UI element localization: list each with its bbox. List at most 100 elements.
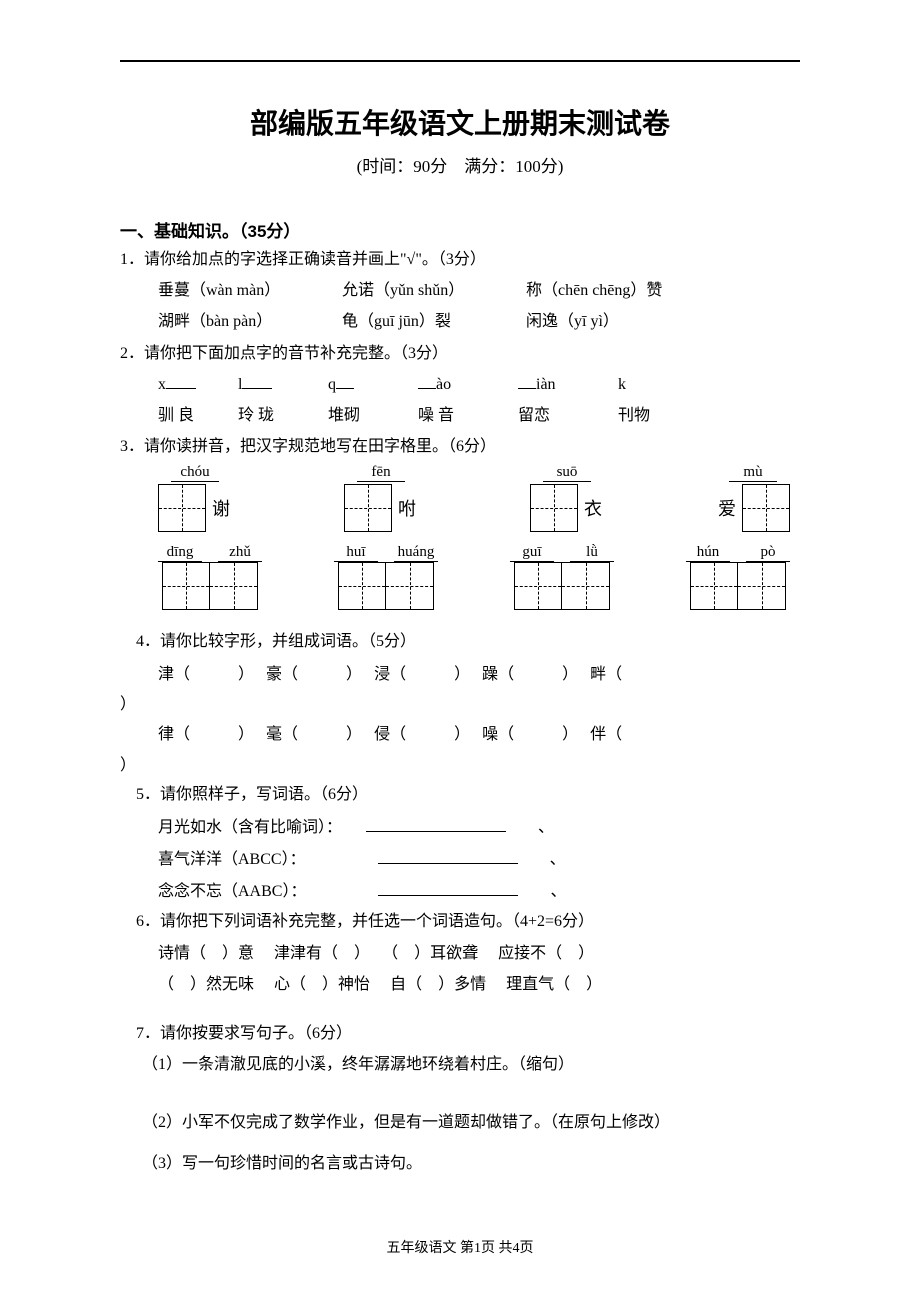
- q1-prompt: 1．请你给加点的字选择正确读音并画上"√"。（3分）: [120, 246, 800, 273]
- q3-r2-g1: dīng zhǔ: [158, 544, 262, 610]
- q4-prompt: 4．请你比较字形，并组成词语。（5分）: [120, 628, 800, 655]
- q2-pinyin-row: x l q ào iàn k: [120, 371, 800, 398]
- q1-l1c: 称（chēn chēng）赞: [526, 282, 662, 299]
- tianzi-box: [338, 562, 386, 610]
- section-1-header: 一、基础知识。（35分）: [120, 217, 800, 242]
- tianzi-box: [210, 562, 258, 610]
- q6-l1: 诗情（ ）意 津津有（ ） （ ）耳欲聋 应接不（ ）: [120, 939, 800, 969]
- q2-p1: x: [158, 376, 166, 393]
- page-footer: 五年级语文 第1页 共4页: [120, 1237, 800, 1257]
- q3-r2-g2: huī huáng: [334, 544, 438, 610]
- q2-p5: iàn: [536, 376, 556, 393]
- tianzi-box: [158, 484, 206, 532]
- exam-subtitle: (时间：90分 满分：100分): [120, 152, 800, 177]
- q1-l2c: 闲逸（yī yì）: [526, 313, 619, 330]
- q3-r1-a2: 咐: [398, 495, 416, 521]
- q6-l2: （ ）然无味 心（ ）神怡 自（ ）多情 理直气（ ）: [120, 970, 800, 1000]
- exam-page: 部编版五年级语文上册期末测试卷 (时间：90分 满分：100分) 一、基础知识。…: [0, 0, 920, 1297]
- tianzi-box: [562, 562, 610, 610]
- q4-c4a: 躁: [482, 666, 498, 683]
- q3-r2-p2a: huī: [334, 544, 378, 562]
- q2-c5: 留恋: [518, 402, 618, 429]
- q5-l3-label: 念念不忘（AABC）：: [158, 883, 298, 900]
- header-rule: [120, 60, 800, 62]
- q3-row1: chóu 谢 fēn 咐 suō 衣 mù 爱: [120, 464, 800, 532]
- q7-s2: （2）小军不仅完成了数学作业，但是有一道题却做错了。（在原句上修改）: [120, 1109, 800, 1136]
- q2-char-row: 驯 良 玲 珑 堆砌 噪 音 留恋 刊物: [120, 402, 800, 429]
- tianzi-box: [530, 484, 578, 532]
- q6-l1d: 应接不（ ）: [498, 945, 594, 962]
- q6-l2b: 心（ ）神怡: [274, 976, 370, 993]
- tianzi-box: [162, 562, 210, 610]
- q5-l2-label: 喜气洋洋（ABCC）：: [158, 851, 298, 868]
- q5-l2: 喜气洋洋（ABCC）： 、: [120, 844, 800, 876]
- q3-r1-b4: 爱: [718, 495, 736, 521]
- q6-prompt: 6．请你把下列词语补充完整，并任选一个词语造句。（4+2=6分）: [120, 908, 800, 935]
- q2-c2: 玲 珑: [238, 402, 328, 429]
- q2-c3: 堆砌: [328, 402, 418, 429]
- tianzi-box: [386, 562, 434, 610]
- tianzi-box: [514, 562, 562, 610]
- q3-r2-g3: guī lǜ: [510, 544, 614, 610]
- q3-r1-g4: mù 爱: [716, 464, 790, 532]
- q7-prompt: 7．请你按要求写句子。（6分）: [120, 1020, 800, 1047]
- q4-c3a: 浸: [374, 666, 390, 683]
- q3-r2-p4b: pò: [746, 544, 790, 562]
- q3-prompt: 3．请你读拼音，把汉字规范地写在田字格里。（6分）: [120, 433, 800, 460]
- q3-r1-p4: mù: [729, 464, 777, 482]
- q4-c4b: 噪: [482, 726, 498, 743]
- q7-s1: （1）一条清澈见底的小溪，终年潺潺地环绕着村庄。（缩句）: [120, 1051, 800, 1078]
- q6-l2a: （ ）然无味: [158, 976, 254, 993]
- q6-l1a: 诗情（ ）意: [158, 945, 254, 962]
- tianzi-box: [742, 484, 790, 532]
- q1-l2b: 龟（guī jūn）裂: [342, 308, 522, 335]
- q2-p4: ào: [436, 376, 451, 393]
- q3-r2-p4a: hún: [686, 544, 730, 562]
- q2-c4: 噪 音: [418, 402, 518, 429]
- q1-l2a: 湖畔（bàn pàn）: [158, 308, 338, 335]
- q4-c2b: 毫: [266, 726, 282, 743]
- q3-r1-a3: 衣: [584, 495, 602, 521]
- q2-prompt: 2．请你把下面加点字的音节补充完整。（3分）: [120, 340, 800, 367]
- q3-r2-p3a: guī: [510, 544, 554, 562]
- exam-title: 部编版五年级语文上册期末测试卷: [120, 102, 800, 142]
- q4-c5b: 伴: [590, 726, 606, 743]
- q3-r1-p1: chóu: [171, 464, 219, 482]
- q1-l1b: 允诺（yǔn shǔn）: [342, 277, 522, 304]
- q3-r1-g1: chóu 谢: [158, 464, 232, 532]
- q4-c1b: 律: [158, 726, 174, 743]
- q3-r1-p2: fēn: [357, 464, 405, 482]
- q1-line1: 垂蔓（wàn màn） 允诺（yǔn shǔn） 称（chēn chēng）赞: [120, 277, 800, 304]
- q3-r2-g4: hún pò: [686, 544, 790, 610]
- q4-c5a: 畔: [590, 666, 606, 683]
- tianzi-box: [344, 484, 392, 532]
- q2-p6: k: [618, 376, 626, 393]
- q5-prompt: 5．请你照样子，写词语。（6分）: [120, 781, 800, 808]
- q6-l1c: （ ）耳欲聋: [382, 945, 478, 962]
- q3-r2-p2b: huáng: [394, 544, 438, 562]
- q3-row2: dīng zhǔ huī huáng guī lǜ: [120, 544, 800, 610]
- q2-c6: 刊物: [618, 402, 678, 429]
- q4-rows: 津（ ） 豪（ ） 浸（ ） 躁（ ） 畔（ ） 律（ ） 毫（ ） 侵（ ） …: [120, 660, 800, 782]
- q3-r1-p3: suō: [543, 464, 591, 482]
- q3-r2-p1b: zhǔ: [218, 544, 262, 562]
- q5-l1-label: 月光如水（含有比喻词）：: [158, 819, 334, 836]
- q3-r2-p1a: dīng: [158, 544, 202, 562]
- q3-r1-g2: fēn 咐: [344, 464, 418, 532]
- tianzi-box: [738, 562, 786, 610]
- q1-line2: 湖畔（bàn pàn） 龟（guī jūn）裂 闲逸（yī yì）: [120, 308, 800, 335]
- q6-l2c: 自（ ）多情: [390, 976, 486, 993]
- q4-c3b: 侵: [374, 726, 390, 743]
- q6-l1b: 津津有（ ）: [274, 945, 362, 962]
- q7-s3: （3）写一句珍惜时间的名言或古诗句。: [120, 1150, 800, 1177]
- q2-c1: 驯 良: [158, 402, 238, 429]
- q3-r2-p3b: lǜ: [570, 544, 614, 562]
- q1-l1a: 垂蔓（wàn màn）: [158, 277, 338, 304]
- q3-r1-a1: 谢: [212, 495, 230, 521]
- q6-l2d: 理直气（ ）: [506, 976, 602, 993]
- q3-r1-g3: suō 衣: [530, 464, 604, 532]
- q4-c2a: 豪: [266, 666, 282, 683]
- q2-p3: q: [328, 376, 336, 393]
- tianzi-box: [690, 562, 738, 610]
- q4-c1a: 津: [158, 666, 174, 683]
